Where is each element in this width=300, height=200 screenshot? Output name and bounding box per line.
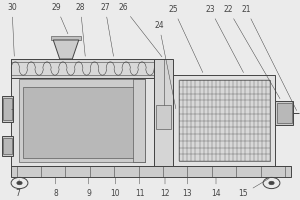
Bar [23,87,139,158]
Text: 22: 22 [223,4,280,99]
Bar [11,166,291,177]
Text: 14: 14 [211,178,221,198]
Text: 29: 29 [52,2,68,34]
Text: 8: 8 [53,178,58,198]
Bar [156,105,171,129]
Text: 10: 10 [111,178,120,198]
Bar [179,80,270,161]
Text: 25: 25 [169,4,203,73]
Text: 12: 12 [160,178,170,198]
Text: 26: 26 [118,2,162,57]
Circle shape [269,181,274,185]
Bar [275,101,293,125]
Circle shape [17,181,22,185]
Text: 11: 11 [135,178,144,198]
Bar [3,138,12,154]
Text: 23: 23 [205,4,244,73]
Bar [51,36,81,40]
Bar [133,79,145,162]
Bar [173,75,275,166]
Bar [154,59,173,166]
Bar [19,79,145,162]
Bar [277,103,292,123]
Text: 15: 15 [238,178,269,198]
Text: 13: 13 [183,178,192,198]
Text: 24: 24 [154,21,176,109]
Bar [11,59,154,166]
Text: 21: 21 [241,4,297,111]
Bar [11,59,154,78]
Bar [2,136,13,156]
Text: 28: 28 [76,2,85,56]
Polygon shape [53,40,79,59]
Bar [2,96,13,122]
Text: 7: 7 [15,180,20,198]
Bar [3,98,12,120]
Text: 9: 9 [86,178,91,198]
Text: 30: 30 [7,2,17,56]
Text: 27: 27 [100,2,113,56]
